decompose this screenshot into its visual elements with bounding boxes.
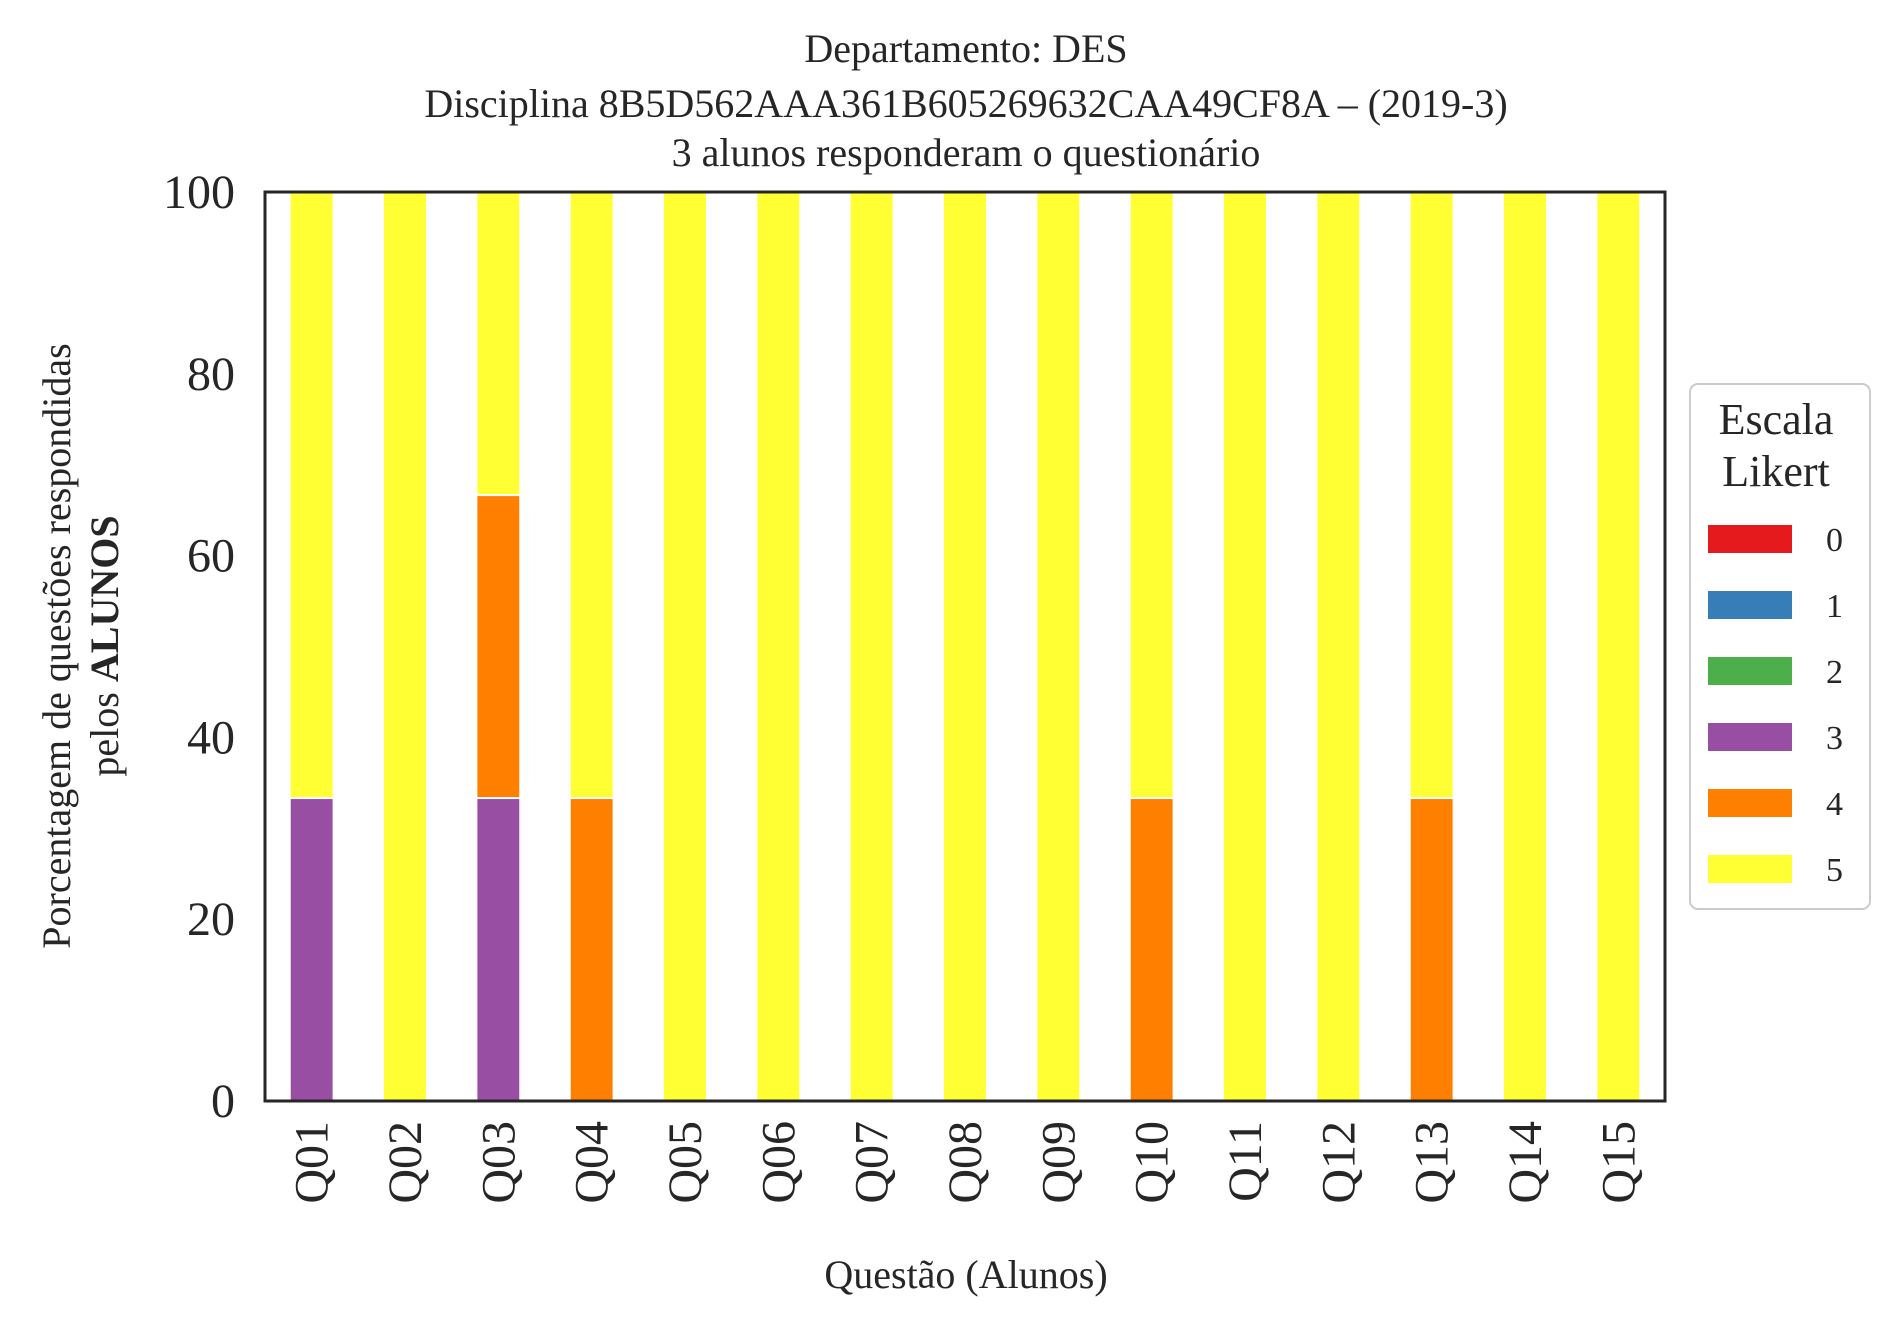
bar-Q10-likert-5 — [1128, 191, 1175, 800]
y-tick-label: 60 — [187, 530, 235, 583]
bars-layer — [288, 191, 1642, 1103]
x-axis-label: Questão (Alunos) — [824, 1252, 1107, 1297]
legend-label-1: 1 — [1826, 588, 1843, 625]
y-tick-label: 80 — [187, 348, 235, 401]
x-tick-label-Q08: Q08 — [939, 1121, 992, 1204]
x-tick-label-Q05: Q05 — [659, 1121, 712, 1204]
bar-Q02-likert-5 — [382, 191, 428, 1102]
legend-entries: 0 1 2 3 4 5 — [1708, 522, 1843, 889]
title-line-2: Disciplina 8B5D562AAA361B605269632CAA49C… — [424, 81, 1507, 126]
plot-frame — [263, 190, 1667, 1103]
y-tick-label: 100 — [163, 166, 235, 219]
legend-swatch-4 — [1708, 789, 1792, 817]
bar-Q08-likert-5 — [942, 191, 988, 1102]
title-line-3: 3 alunos responderam o questionário — [672, 130, 1261, 175]
x-tick-label-Q04: Q04 — [566, 1121, 619, 1204]
bar-Q06-likert-5 — [755, 191, 802, 1102]
x-tick-label-Q02: Q02 — [379, 1121, 432, 1204]
y-axis-ticks: 0 20 40 60 80 100 — [163, 166, 235, 1128]
bar-Q01-likert-5 — [288, 191, 335, 800]
bar-Q04-likert-4 — [568, 797, 615, 1103]
y-tick-label: 0 — [211, 1075, 235, 1128]
x-tick-label-Q10: Q10 — [1126, 1121, 1179, 1204]
legend-label-2: 2 — [1826, 654, 1843, 691]
bar-Q03-likert-5 — [475, 191, 522, 497]
x-axis-ticks: Q01 Q02 Q03 Q04 Q05 Q06 Q07 Q08 Q09 Q10 Q11 Q12 Q13 Q… — [286, 1121, 1646, 1204]
legend-label-4: 4 — [1826, 786, 1843, 823]
y-axis-label-line-2: pelos ALUNOS — [82, 515, 127, 776]
bar-Q01-likert-3 — [288, 797, 335, 1103]
legend-swatch-5 — [1708, 855, 1792, 883]
bar-Q04-likert-5 — [568, 191, 615, 800]
y-axis-label-bold: ALUNOS — [82, 515, 127, 682]
y-axis-label: Porcentagem de questões respondidas pelo… — [34, 343, 127, 948]
bar-Q03-likert-3 — [475, 797, 522, 1103]
x-tick-label-Q09: Q09 — [1032, 1121, 1085, 1204]
y-tick-label: 40 — [187, 711, 235, 764]
x-tick-label-Q15: Q15 — [1592, 1121, 1645, 1204]
bar-Q12-likert-5 — [1315, 191, 1362, 1102]
bar-Q03-likert-4 — [475, 494, 522, 800]
x-tick-label-Q14: Q14 — [1499, 1121, 1552, 1204]
x-tick-label-Q12: Q12 — [1312, 1121, 1365, 1204]
bar-Q11-likert-5 — [1222, 191, 1268, 1102]
x-tick-label-Q11: Q11 — [1219, 1121, 1272, 1202]
bar-Q10-likert-4 — [1128, 797, 1175, 1103]
y-axis-label-prefix: pelos — [82, 682, 127, 776]
legend-swatch-2 — [1708, 657, 1792, 685]
y-axis-label-line-1: Porcentagem de questões respondidas — [34, 343, 79, 948]
title-line-1: Departamento: DES — [804, 26, 1127, 71]
legend-label-3: 3 — [1826, 720, 1843, 757]
legend-swatch-1 — [1708, 591, 1792, 619]
bar-Q15-likert-5 — [1595, 191, 1642, 1102]
bar-Q13-likert-4 — [1408, 797, 1455, 1103]
y-tick-label: 20 — [187, 893, 235, 946]
legend-swatch-3 — [1708, 723, 1792, 751]
bar-Q09-likert-5 — [1035, 191, 1082, 1102]
chart-title: Departamento: DES Disciplina 8B5D562AAA3… — [424, 26, 1507, 175]
x-tick-label-Q03: Q03 — [472, 1121, 525, 1204]
legend-swatch-0 — [1708, 525, 1792, 553]
bar-Q13-likert-5 — [1408, 191, 1455, 800]
legend-label-5: 5 — [1826, 852, 1843, 889]
bar-Q14-likert-5 — [1502, 191, 1548, 1102]
bar-Q05-likert-5 — [662, 191, 708, 1102]
legend-frame — [1689, 383, 1871, 910]
legend-label-0: 0 — [1826, 522, 1843, 559]
x-tick-label-Q13: Q13 — [1406, 1121, 1459, 1204]
x-tick-label-Q07: Q07 — [846, 1121, 899, 1204]
legend: Escala Likert 0 1 2 3 4 5 — [1689, 383, 1871, 910]
legend-title-line-1: Escala — [1719, 395, 1834, 444]
x-tick-label-Q01: Q01 — [286, 1121, 339, 1204]
x-tick-label-Q06: Q06 — [752, 1121, 805, 1204]
bar-Q07-likert-5 — [848, 191, 895, 1102]
legend-title-line-2: Likert — [1722, 447, 1830, 496]
